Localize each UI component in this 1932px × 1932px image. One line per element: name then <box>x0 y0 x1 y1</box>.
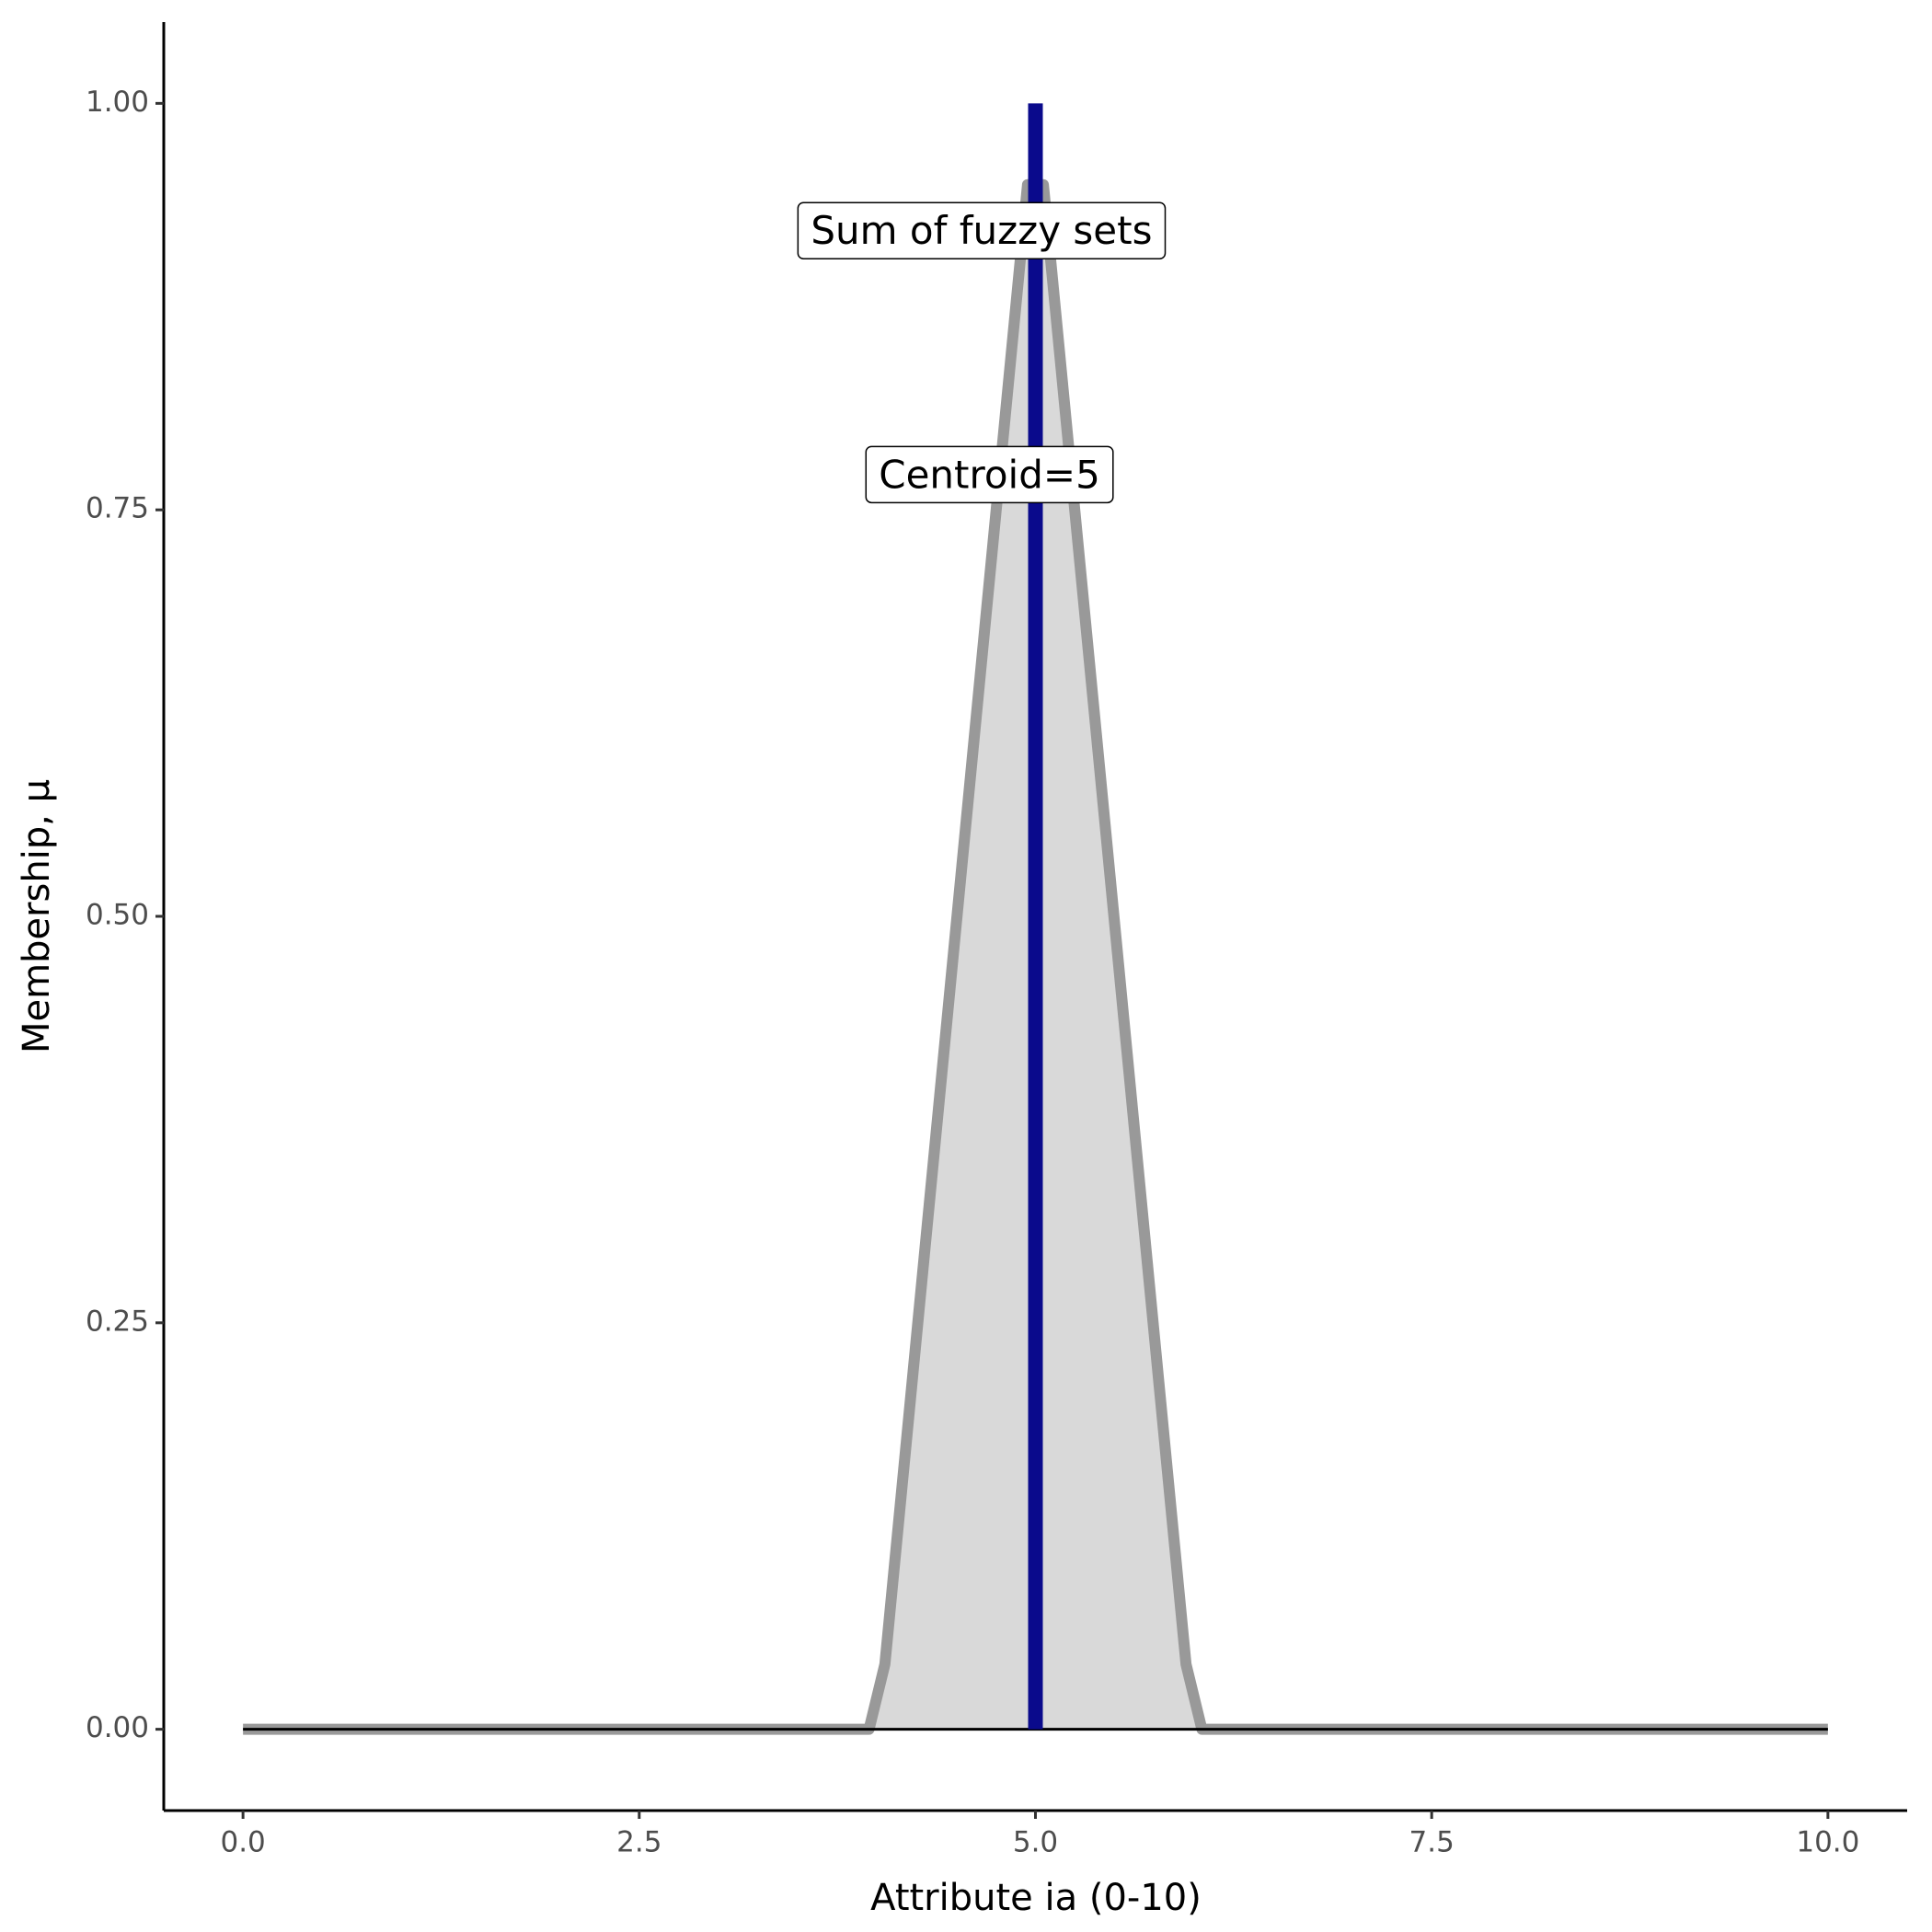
y-tick-label: 0.75 <box>86 492 149 525</box>
y-tick-label: 1.00 <box>86 86 149 119</box>
annotation: Sum of fuzzy sets <box>811 208 1152 253</box>
x-tick-label: 0.0 <box>220 1826 265 1859</box>
annotation-box <box>797 201 1167 259</box>
y-tick-label: 0.50 <box>86 899 149 932</box>
annotation: Centroid=5 <box>879 452 1100 497</box>
x-tick-label: 2.5 <box>616 1826 661 1859</box>
y-tick-label: 0.00 <box>86 1711 149 1744</box>
y-tick-label: 0.25 <box>86 1305 149 1338</box>
x-tick-label: 7.5 <box>1409 1826 1455 1859</box>
x-axis-title: Attribute ia (0-10) <box>870 1877 1202 1919</box>
annotation-box <box>865 445 1114 504</box>
y-axis-title: Membership, μ <box>16 779 58 1053</box>
x-tick-label: 10.0 <box>1796 1826 1859 1859</box>
x-tick-label: 5.0 <box>1013 1826 1058 1859</box>
